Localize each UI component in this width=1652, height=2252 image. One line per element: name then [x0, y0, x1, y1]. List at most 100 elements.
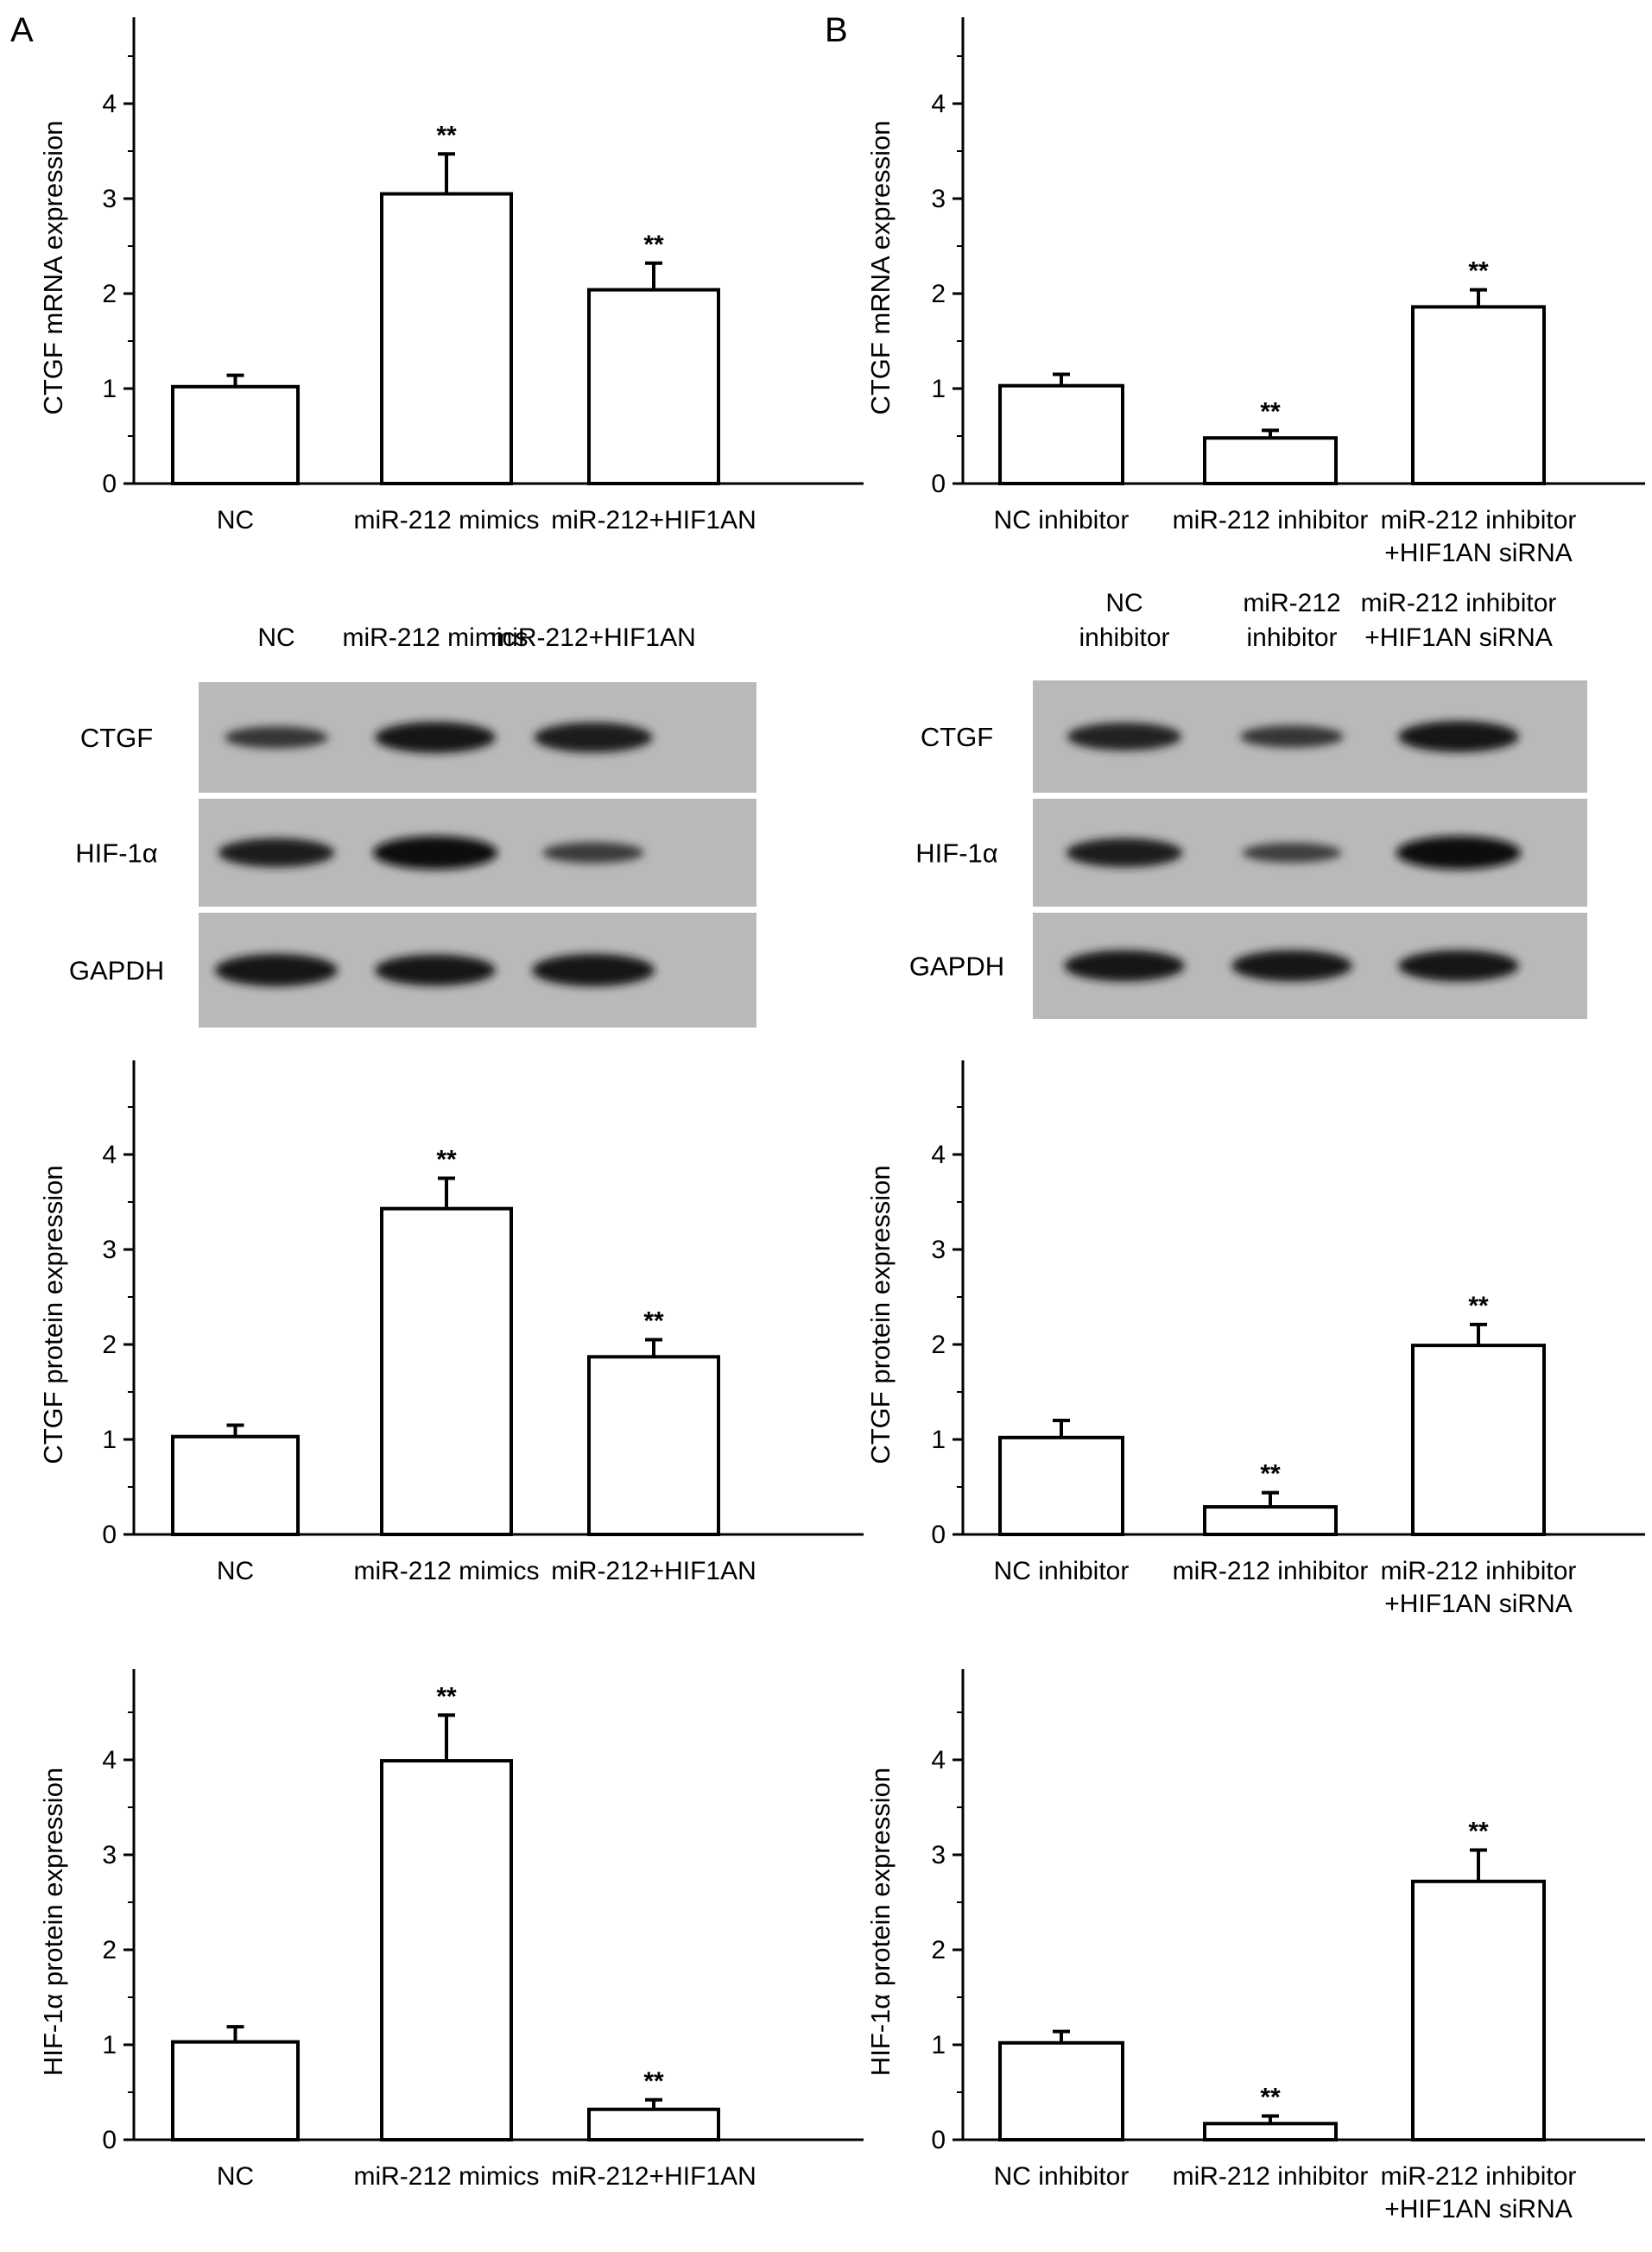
panel-label-a: A — [10, 11, 34, 49]
bar — [1203, 1505, 1338, 1536]
y-axis-label: CTGF protein expression — [865, 1165, 896, 1464]
blot-row-label: GAPDH — [909, 952, 1004, 982]
lane-header: miR-212 inhibitor — [1361, 589, 1557, 617]
blot-row-label: HIF-1α — [915, 838, 998, 869]
bar — [380, 1206, 513, 1536]
bar — [171, 1434, 300, 1536]
bar-chart-5: 0 1 2 3 4 HIF-1α protein expression NC ** miR-21… — [38, 1669, 864, 2191]
blot-band — [1064, 950, 1185, 982]
y-tick-label: 2 — [931, 1331, 946, 1359]
bar — [587, 288, 720, 485]
significance-label: ** — [1468, 257, 1489, 286]
x-tick-label: +HIF1AN siRNA — [1384, 1590, 1573, 1618]
y-tick-label: 3 — [102, 185, 117, 213]
x-tick-label: miR-212 inhibitor — [1381, 1557, 1577, 1585]
bar — [587, 2107, 720, 2142]
x-tick-label: NC — [217, 2162, 254, 2191]
y-axis-label: CTGF mRNA expression — [38, 120, 68, 414]
bar-chart-6: 0 1 2 3 4 HIF-1α protein expression NC inhibit… — [865, 1669, 1645, 2224]
y-tick-label: 4 — [102, 90, 117, 118]
blot-band — [375, 954, 496, 986]
y-tick-label: 3 — [102, 1236, 117, 1264]
bar — [1411, 1344, 1546, 1536]
x-tick-label: miR-212+HIF1AN — [551, 506, 756, 535]
y-tick-label: 3 — [931, 185, 946, 213]
significance-label: ** — [643, 1307, 664, 1336]
x-tick-label: miR-212 inhibitor — [1173, 1557, 1369, 1585]
bar — [380, 192, 513, 485]
blot-band — [218, 838, 335, 868]
y-tick-label: 1 — [931, 1426, 946, 1454]
y-tick-label: 1 — [931, 2031, 946, 2059]
y-tick-label: 0 — [102, 2126, 117, 2154]
bar — [171, 2040, 300, 2141]
significance-label: ** — [436, 121, 457, 149]
x-tick-label: miR-212 inhibitor — [1381, 506, 1577, 535]
y-axis-label: CTGF mRNA expression — [865, 120, 896, 414]
lane-header: NC — [257, 623, 294, 652]
y-tick-label: 0 — [931, 470, 946, 498]
bar — [587, 1355, 720, 1537]
y-axis-label: HIF-1α protein expression — [38, 1768, 68, 2076]
x-tick-label: miR-212+HIF1AN — [551, 2162, 756, 2191]
bar — [380, 1759, 513, 2141]
lane-header: miR-212 mimics — [342, 623, 528, 652]
lane-header: inhibitor — [1246, 623, 1337, 652]
x-tick-label: miR-212 inhibitor — [1381, 2162, 1577, 2191]
y-tick-label: 1 — [102, 2031, 117, 2059]
bar — [1203, 436, 1338, 486]
x-tick-label: miR-212 mimics — [353, 506, 539, 535]
blot-band — [372, 836, 498, 870]
lane-header: miR-212+HIF1AN — [491, 623, 696, 652]
blot-band — [1066, 838, 1183, 868]
significance-label: ** — [436, 1146, 457, 1174]
y-tick-label: 1 — [931, 375, 946, 403]
bar — [998, 383, 1124, 486]
y-tick-label: 2 — [102, 1331, 117, 1359]
y-tick-label: 2 — [102, 1936, 117, 1964]
y-tick-label: 1 — [102, 375, 117, 403]
blot-band — [1067, 722, 1182, 751]
bar — [998, 2040, 1124, 2142]
bar — [1411, 1879, 1546, 2142]
x-tick-label: +HIF1AN siRNA — [1384, 539, 1573, 567]
blot-band — [1398, 950, 1519, 982]
lane-header: +HIF1AN siRNA — [1364, 623, 1553, 652]
blot-band — [224, 726, 329, 749]
y-tick-label: 4 — [102, 1141, 117, 1169]
y-tick-label: 4 — [931, 1141, 946, 1169]
bar-chart-3: 0 1 2 3 4 CTGF protein expression NC ** miR-212 … — [38, 1060, 864, 1585]
bar-chart-1: 0 1 2 3 4 CTGF mRNA expression NC ** miR-212 mim… — [38, 17, 864, 535]
x-tick-label: NC inhibitor — [994, 1557, 1130, 1585]
x-tick-label: miR-212 mimics — [353, 2162, 539, 2191]
y-axis-label: CTGF protein expression — [38, 1165, 68, 1464]
blot-band — [1239, 725, 1345, 748]
y-tick-label: 0 — [102, 470, 117, 498]
x-tick-label: NC — [217, 1557, 254, 1585]
bar — [1203, 2122, 1338, 2142]
x-tick-label: miR-212 inhibitor — [1173, 506, 1369, 535]
significance-label: ** — [1260, 2084, 1281, 2112]
y-tick-label: 2 — [931, 1936, 946, 1964]
lane-header: NC — [1105, 589, 1142, 617]
y-tick-label: 0 — [931, 1521, 946, 1549]
western-blot-2: NC inhibitor miR-212 inhibitor miR-212 inhib… — [909, 589, 1587, 1019]
significance-label: ** — [1260, 397, 1281, 426]
blot-row-label: CTGF — [921, 722, 993, 752]
blot-band — [1396, 836, 1522, 870]
x-tick-label: NC inhibitor — [994, 2162, 1130, 2191]
blot-row-label: GAPDH — [69, 956, 164, 986]
y-tick-label: 1 — [102, 1426, 117, 1454]
blot-band — [1242, 842, 1342, 863]
x-tick-label: miR-212 inhibitor — [1173, 2162, 1369, 2191]
y-tick-label: 0 — [102, 1521, 117, 1549]
significance-label: ** — [643, 231, 664, 259]
y-tick-label: 4 — [931, 1746, 946, 1774]
blot-band — [1231, 950, 1352, 982]
blot-band — [542, 842, 644, 863]
bar-chart-2: 0 1 2 3 4 CTGF mRNA expression NC inhibitor ** m… — [865, 17, 1645, 567]
bar-chart-4: 0 1 2 3 4 CTGF protein expression NC inhibitor… — [865, 1060, 1645, 1618]
bar-charts: 0 1 2 3 4 CTGF mRNA expression NC ** miR-212 mim… — [38, 17, 1645, 2224]
lane-header: miR-212 — [1243, 589, 1340, 617]
